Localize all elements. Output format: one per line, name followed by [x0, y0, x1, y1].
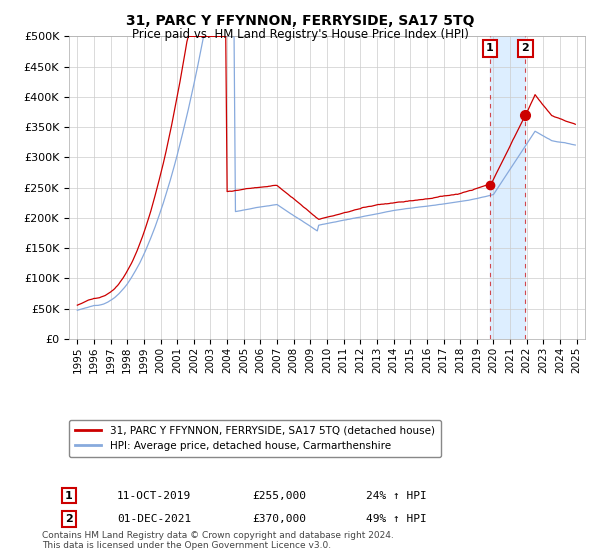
Text: 49% ↑ HPI: 49% ↑ HPI [366, 514, 427, 524]
Bar [490, 36, 526, 339]
Text: Price paid vs. HM Land Registry's House Price Index (HPI): Price paid vs. HM Land Registry's House … [131, 28, 469, 41]
Text: Contains HM Land Registry data © Crown copyright and database right 2024.
This d: Contains HM Land Registry data © Crown c… [42, 530, 394, 550]
Text: 01-DEC-2021: 01-DEC-2021 [117, 514, 191, 524]
Text: 2: 2 [521, 44, 529, 54]
Text: £255,000: £255,000 [252, 491, 306, 501]
Text: 31, PARC Y FFYNNON, FERRYSIDE, SA17 5TQ: 31, PARC Y FFYNNON, FERRYSIDE, SA17 5TQ [126, 14, 474, 28]
Text: £370,000: £370,000 [252, 514, 306, 524]
Legend: 31, PARC Y FFYNNON, FERRYSIDE, SA17 5TQ (detached house), HPI: Average price, de: 31, PARC Y FFYNNON, FERRYSIDE, SA17 5TQ … [69, 419, 441, 458]
Text: 1: 1 [65, 491, 73, 501]
Text: 24% ↑ HPI: 24% ↑ HPI [366, 491, 427, 501]
Text: 11-OCT-2019: 11-OCT-2019 [117, 491, 191, 501]
Text: 1: 1 [486, 44, 494, 54]
Text: 2: 2 [65, 514, 73, 524]
